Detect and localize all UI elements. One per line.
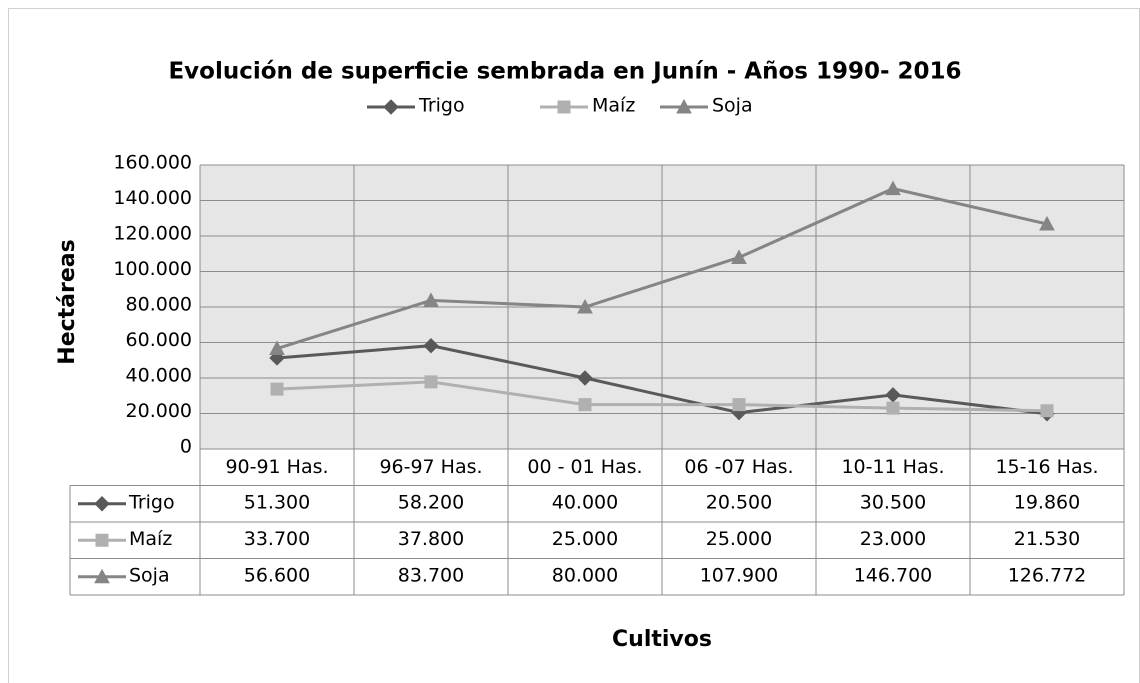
series-marker <box>1039 215 1055 231</box>
y-tick-label: 0 <box>180 436 192 458</box>
table-series-name: Trigo <box>128 491 175 513</box>
series-marker <box>886 401 900 415</box>
series-marker <box>423 337 439 354</box>
x-tick-label: 96-97 Has. <box>379 456 482 478</box>
series-line <box>276 380 1048 413</box>
series-line <box>276 344 1048 416</box>
table-series-name: Maíz <box>129 528 172 550</box>
y-tick-label: 80.000 <box>126 294 192 316</box>
y-tick-label: 100.000 <box>113 258 192 280</box>
y-tick-label: 160.000 <box>113 152 192 174</box>
series-line <box>276 187 1048 350</box>
table-legend-marker <box>94 496 110 512</box>
table-value: 40.000 <box>552 491 618 513</box>
legend-label: Soja <box>712 95 753 117</box>
legend-label: Maíz <box>592 95 635 117</box>
legend-marker <box>557 100 571 114</box>
series-marker <box>578 398 592 412</box>
x-tick-label: 00 - 01 Has. <box>527 456 642 478</box>
series-marker <box>577 370 593 386</box>
table-legend-marker <box>94 568 110 584</box>
series-marker <box>731 249 747 264</box>
table-legend-marker <box>95 533 109 547</box>
y-tick-label: 40.000 <box>126 365 192 387</box>
series-marker <box>885 180 901 196</box>
table-value: 25.000 <box>552 528 618 550</box>
series-marker <box>270 382 284 396</box>
series-marker <box>269 340 285 356</box>
y-tick-label: 20.000 <box>126 400 192 422</box>
y-tick-label: 120.000 <box>113 223 192 245</box>
table-value: 56.600 <box>244 564 310 586</box>
series-marker <box>732 398 746 412</box>
table-value: 23.000 <box>860 528 926 550</box>
table-value: 51.300 <box>244 491 310 513</box>
series-marker <box>1040 404 1054 418</box>
table-value: 21.530 <box>1014 528 1080 550</box>
table-value: 126.772 <box>1008 564 1087 586</box>
table-value: 30.500 <box>860 491 926 513</box>
table-value: 80.000 <box>552 564 618 586</box>
x-tick-label: 15-16 Has. <box>995 456 1098 478</box>
y-tick-label: 140.000 <box>113 187 192 209</box>
legend-label: Trigo <box>418 95 465 117</box>
table-value: 107.900 <box>700 564 779 586</box>
series-marker <box>424 375 438 389</box>
x-tick-label: 90-91 Has. <box>225 456 328 478</box>
table-value: 37.800 <box>398 528 464 550</box>
table-value: 83.700 <box>398 564 464 586</box>
series-marker <box>577 298 593 314</box>
x-tick-label: 06 -07 Has. <box>684 456 793 478</box>
legend-marker <box>383 99 399 115</box>
table-value: 20.500 <box>706 491 772 513</box>
table-value: 33.700 <box>244 528 310 550</box>
table-value: 58.200 <box>398 491 464 513</box>
x-tick-label: 10-11 Has. <box>841 456 944 478</box>
table-value: 19.860 <box>1014 491 1080 513</box>
legend-marker <box>676 98 692 114</box>
x-axis-label: Cultivos <box>612 627 712 652</box>
chart-title: Evolución de superficie sembrada en Juní… <box>168 59 961 85</box>
table-value: 25.000 <box>706 528 772 550</box>
y-axis-label: Hectáreas <box>55 239 80 364</box>
table-value: 146.700 <box>854 564 933 586</box>
y-tick-label: 60.000 <box>126 329 192 351</box>
series-marker <box>423 292 439 307</box>
table-series-name: Soja <box>129 564 170 586</box>
